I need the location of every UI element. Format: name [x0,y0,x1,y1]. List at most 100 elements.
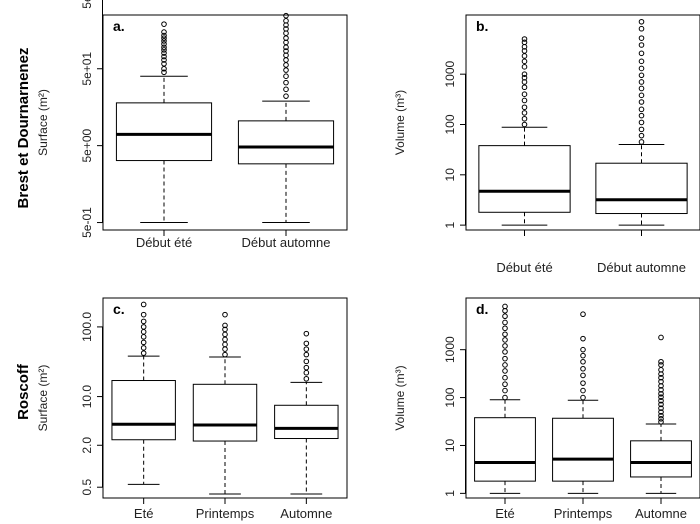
outlier-point [638,139,645,145]
y-tick-label: 100 [443,114,457,134]
y-axis-label: Volume (m³) [393,365,407,430]
y-tick-label: 5e+02 [80,0,94,9]
outlier-point [502,303,508,310]
outlier-point [580,335,586,342]
outlier-point [222,336,228,343]
outlier-point [140,324,147,330]
outlier-point [580,394,586,401]
y-tick-label: 5e+01 [80,52,94,86]
outlier-point [283,67,289,73]
outlier-point [658,401,664,408]
iqr-box [115,102,213,162]
outlier-point [303,369,310,376]
y-tick-label: 1 [443,221,457,228]
outlier-point [521,58,528,65]
outlier-point [140,334,147,340]
outlier-point [638,72,645,79]
outlier-point [502,355,508,362]
outlier-point [638,112,645,119]
outlier-point [658,409,664,415]
iqr-box [474,417,536,482]
y-tick-label: 100 [443,387,457,407]
y-axis-label: Surface (m²) [36,89,50,156]
outlier-point [580,352,586,359]
outlier-point [658,416,664,422]
outlier-point [638,58,645,65]
outlier-point [658,394,664,400]
panel-b: b. Volume (m³) 1 10 100 1000 Début été Début au… [393,14,700,275]
outlier-point [658,362,664,368]
outlier-point [658,405,664,412]
y-tick-label: 1 [443,490,457,497]
x-tick-label: Eté [134,506,154,521]
outlier-point [521,53,528,59]
outlier-point [502,368,508,374]
outlier-point [638,35,645,41]
outlier-point [161,32,167,39]
outlier-point [222,326,228,333]
outlier-point [521,110,528,116]
box-2 [595,18,688,226]
outlier-point [658,412,664,419]
outlier-point [502,319,508,326]
outlier-point [222,351,228,358]
iqr-box [478,145,571,213]
outlier-point [521,84,528,91]
box-1 [115,21,213,224]
outlier-point [658,387,664,393]
outlier-point [638,119,645,126]
y-axis-label: Surface (m²) [36,365,50,432]
box-2 [237,12,335,224]
outlier-point [140,311,147,318]
outlier-point [502,381,508,388]
outlier-point [161,21,167,27]
x-tick-label: Eté [495,506,515,521]
outlier-point [283,79,289,86]
outlier-point [222,341,228,348]
outlier-point [502,325,508,332]
y-tick-label: 5e-01 [80,207,94,238]
site-label-brest: Brest et Dournarnenez [15,48,32,209]
outlier-point [638,126,645,133]
x-tick-label: Printemps [196,506,255,521]
outlier-point [580,372,586,379]
outlier-point [161,41,167,47]
outlier-point [521,36,528,42]
outlier-point [638,106,645,113]
y-tick-label: 10.0 [80,385,94,409]
outlier-point [161,38,167,44]
outlier-point [521,121,528,128]
y-tick-label: 10 [443,168,457,182]
outlier-point [303,358,310,365]
outlier-point [658,378,664,385]
outlier-point [521,115,528,122]
panel-a: a. Surface (m²) 5e-01 5e+00 5e+01 5e+02 Début … [36,0,348,250]
outlier-point [161,50,167,56]
outlier-point [658,374,664,381]
iqr-box [192,383,258,442]
y-tick-label: 5e+00 [80,128,94,162]
x-tick-label: Début été [496,260,552,275]
panel-letter: b. [476,18,488,34]
outlier-point [521,104,528,111]
outlier-point [502,313,508,320]
y-tick-label: 1000 [443,336,457,363]
outlier-point [161,57,167,63]
outlier-point [303,340,310,347]
box-3 [630,334,692,494]
outlier-point [161,53,167,60]
outlier-point [283,18,289,24]
outlier-point [502,362,508,368]
x-tick-label: Automne [635,506,687,521]
outlier-point [161,69,167,76]
box-3 [274,330,339,495]
outlier-point [222,322,228,329]
outlier-point [658,419,664,425]
outlier-point [222,311,228,318]
outlier-point [638,132,645,139]
outlier-point [303,375,310,382]
outlier-point [521,64,528,70]
x-tick-label: Automne [280,506,332,521]
outlier-point [658,334,664,341]
outlier-point [658,397,664,404]
